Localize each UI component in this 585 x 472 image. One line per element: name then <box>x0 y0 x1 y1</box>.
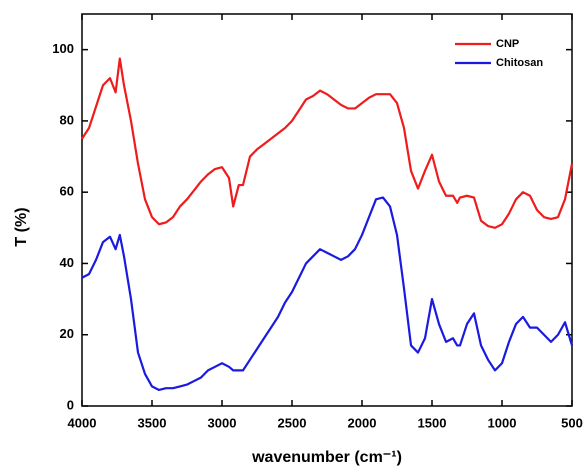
x-tick-label: 3000 <box>208 415 237 430</box>
data-line <box>81 57 574 229</box>
data-line <box>81 196 574 392</box>
y-tick-label: 80 <box>60 112 74 127</box>
y-axis-label: T (%) <box>13 207 30 246</box>
y-tick-label: 60 <box>60 184 74 199</box>
legend-label: CNP <box>496 38 519 50</box>
y-tick-label: 100 <box>52 41 74 56</box>
x-tick-label: 1500 <box>418 415 447 430</box>
x-axis-label: wavenumber (cm⁻¹) <box>251 449 402 466</box>
legend-label: Chitosan <box>496 57 543 69</box>
x-tick-label: 4000 <box>68 415 97 430</box>
y-tick-label: 20 <box>60 326 74 341</box>
y-tick-label: 0 <box>67 397 74 412</box>
plot-frame <box>81 13 573 407</box>
y-tick-label: 40 <box>60 255 74 270</box>
x-tick-label: 500 <box>561 415 583 430</box>
x-tick-label: 1000 <box>488 415 517 430</box>
x-tick-label: 2000 <box>348 415 377 430</box>
x-tick-label: 2500 <box>278 415 307 430</box>
x-tick-label: 3500 <box>138 415 167 430</box>
